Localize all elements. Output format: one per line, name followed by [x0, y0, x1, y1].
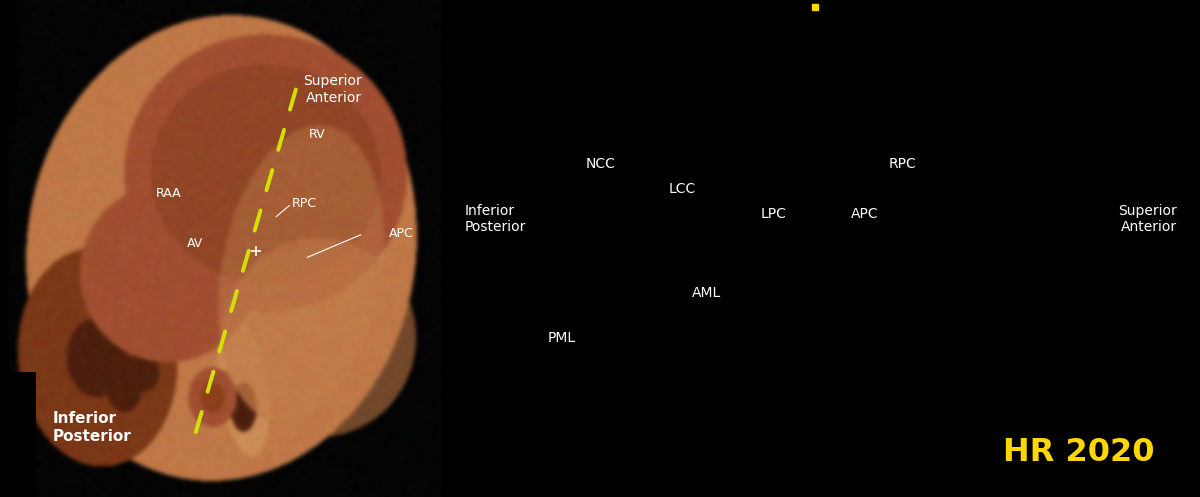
- Text: C: C: [454, 39, 476, 68]
- Text: Superior
Anterior: Superior Anterior: [1118, 204, 1177, 234]
- Text: NCC: NCC: [586, 157, 616, 171]
- Text: Inferior
Posterior: Inferior Posterior: [464, 204, 526, 234]
- Text: APC: APC: [389, 227, 413, 240]
- Text: RPC: RPC: [292, 197, 317, 210]
- Text: RV: RV: [310, 128, 325, 141]
- Text: Inferior
Posterior: Inferior Posterior: [53, 411, 132, 444]
- Text: RPC: RPC: [889, 157, 917, 171]
- Text: APC: APC: [851, 207, 878, 221]
- Text: AML: AML: [692, 286, 721, 300]
- Text: AV: AV: [187, 237, 203, 250]
- Text: LPC: LPC: [760, 207, 786, 221]
- Text: HR 2020: HR 2020: [1003, 437, 1154, 468]
- Text: LCC: LCC: [670, 182, 696, 196]
- Text: RAA: RAA: [156, 187, 181, 200]
- Text: Superior
Anterior: Superior Anterior: [304, 75, 362, 104]
- Text: PML: PML: [547, 331, 576, 345]
